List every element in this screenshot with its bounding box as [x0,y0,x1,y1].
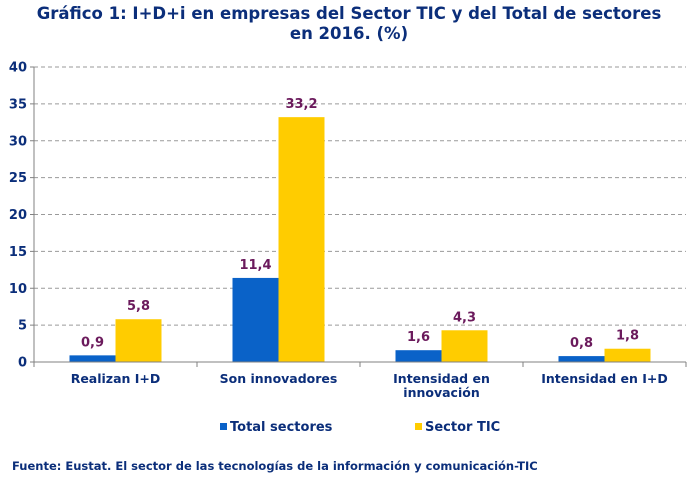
bar-sector-tic [441,330,488,362]
x-category-label: innovación [403,385,479,400]
bar-sector-tic [604,348,651,362]
y-tick-label: 20 [9,208,27,223]
legend-swatch [415,423,422,430]
data-label: 11,4 [239,258,271,273]
legend-label: Total sectores [230,420,333,435]
data-label: 0,9 [81,335,104,350]
y-tick-label: 10 [9,282,27,297]
y-tick-label: 15 [9,245,27,260]
y-tick-label: 5 [18,319,27,334]
x-category-label: Son innovadores [220,371,338,386]
y-tick-label: 30 [9,134,27,149]
legend-swatch [220,423,227,430]
bar-total-sectores [232,277,279,362]
bars [69,117,651,363]
bar-total-sectores [395,350,442,362]
data-label: 1,6 [407,330,430,345]
gridlines [34,66,686,326]
bar-sector-tic [115,319,162,362]
data-label: 1,8 [616,329,639,344]
data-labels: 0,9 5,8 11,4 33,2 1,6 4,3 0,8 1,8 [81,97,639,351]
chart-title-line-1: Gráfico 1: I+D+i en empresas del Sector … [36,4,662,23]
y-tick-label: 40 [9,61,27,76]
x-category-label: Intensidad en I+D [541,371,668,386]
data-label: 0,8 [570,336,593,351]
bar-total-sectores [69,355,116,362]
axes: 0 5 10 15 20 25 30 35 40 Realizan I+D Son innovado… [9,61,687,400]
source-note: Fuente: Eustat. El sector de las tecnolo… [12,459,538,473]
data-label: 5,8 [127,299,150,314]
chart-title-line-2: en 2016. (%) [289,24,409,43]
x-category-label: Realizan I+D [71,371,161,386]
legend: Total sectores Sector TIC [220,420,500,435]
y-tick-label: 35 [9,97,27,112]
data-label: 33,2 [285,97,317,112]
bar-sector-tic [278,117,325,363]
y-tick-label: 25 [9,171,27,186]
bar-total-sectores [558,356,605,362]
y-tick-label: 0 [18,356,27,371]
x-category-label: Intensidad en [393,371,490,386]
legend-label: Sector TIC [425,420,500,435]
data-label: 4,3 [453,310,476,325]
